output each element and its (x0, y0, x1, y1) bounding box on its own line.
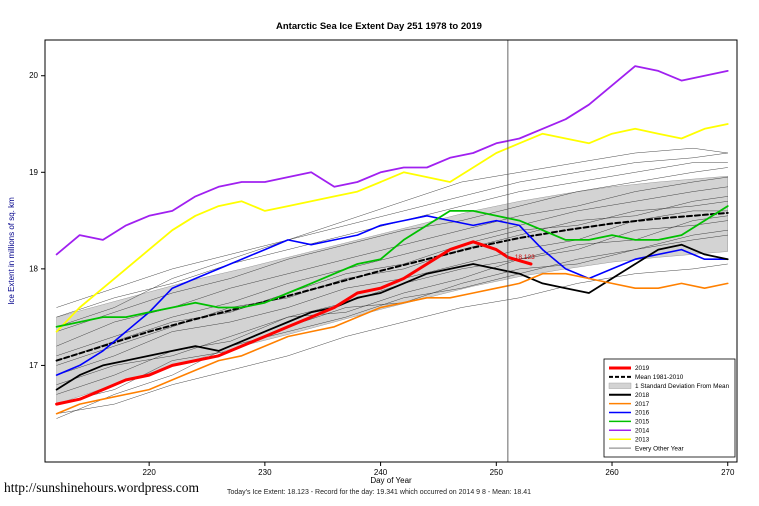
chart-title: Antarctic Sea Ice Extent Day 251 1978 to… (276, 21, 482, 32)
site-url[interactable]: http://sunshinehours.wordpress.com (4, 480, 199, 495)
svg-text:18: 18 (29, 264, 38, 273)
data-series-lines (55, 65, 729, 415)
svg-text:250: 250 (490, 468, 504, 477)
svg-text:2014: 2014 (635, 428, 650, 435)
svg-text:2017: 2017 (635, 401, 650, 408)
x-axis-label: Day of Year (370, 476, 412, 485)
svg-text:2018: 2018 (635, 392, 650, 399)
std-dev-band (56, 175, 728, 405)
svg-text:270: 270 (721, 468, 735, 477)
plot-border (44, 39, 738, 463)
svg-text:2013: 2013 (635, 436, 650, 443)
today-extent-annotation: 18.123 (515, 254, 535, 261)
svg-text:220: 220 (142, 468, 156, 477)
svg-text:2016: 2016 (635, 410, 650, 417)
svg-text:240: 240 (374, 468, 388, 477)
svg-text:2019: 2019 (635, 365, 650, 372)
svg-text:230: 230 (258, 468, 272, 477)
svg-text:19: 19 (29, 168, 38, 177)
y-axis-label: Ice Extent in millions of sq. km (7, 197, 16, 305)
svg-text:17: 17 (29, 361, 38, 370)
svg-text:20: 20 (29, 71, 38, 80)
axes: 220 230 240 250 260 270 17 18 19 20 (29, 71, 735, 477)
legend: 2019 Mean 1981-2010 1 Standard Deviation F… (603, 358, 736, 458)
svg-text:2015: 2015 (635, 419, 650, 426)
svg-text:Every Other Year: Every Other Year (635, 445, 685, 452)
stats-caption: Today's Ice Extent: 18.123 - Record for … (227, 489, 531, 496)
svg-text:1 Standard Deviation From Mean: 1 Standard Deviation From Mean (635, 383, 730, 390)
svg-text:Mean 1981-2010: Mean 1981-2010 (635, 374, 684, 381)
svg-text:260: 260 (605, 468, 619, 477)
